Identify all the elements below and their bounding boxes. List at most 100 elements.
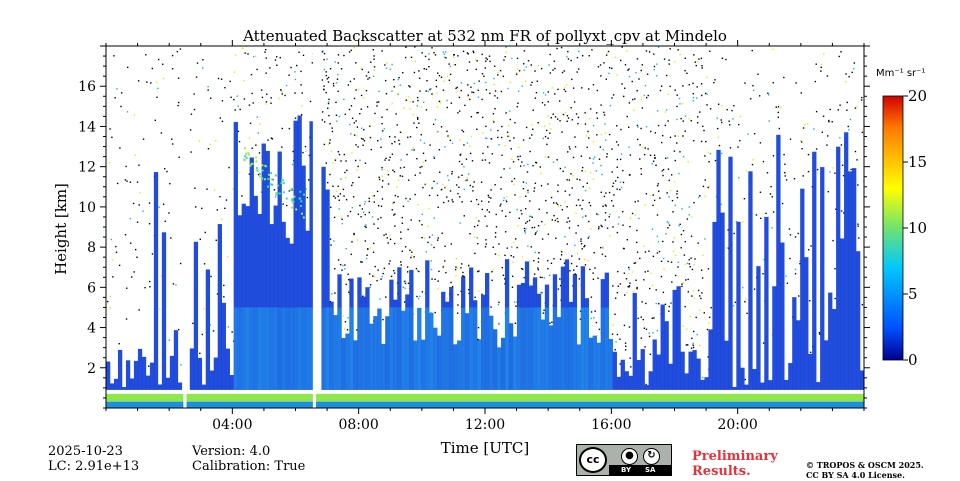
heatmap-cell <box>836 146 841 390</box>
heatmap-cell <box>381 50 383 52</box>
heatmap-cell <box>331 293 333 295</box>
heatmap-cell <box>393 214 395 216</box>
heatmap-cell <box>552 113 554 115</box>
heatmap-cell <box>771 196 773 198</box>
heatmap-cell <box>463 166 465 168</box>
heatmap-cell <box>733 232 735 235</box>
heatmap-cell <box>518 146 520 148</box>
heatmap-cell <box>549 322 551 324</box>
heatmap-cell <box>667 260 669 263</box>
plot-area <box>106 46 864 408</box>
heatmap-cell <box>251 147 253 149</box>
heatmap-cell <box>540 67 543 70</box>
heatmap-cell <box>473 236 476 238</box>
heatmap-cell <box>681 285 683 288</box>
heatmap-cell <box>345 333 350 390</box>
heatmap-cell <box>406 271 409 273</box>
heatmap-cell <box>416 96 419 99</box>
heatmap-cell <box>807 153 810 156</box>
heatmap-cell <box>846 101 848 104</box>
heatmap-cell <box>427 225 429 228</box>
heatmap-cell <box>478 220 480 222</box>
heatmap-cell <box>372 195 374 197</box>
cc-license-badge: cc ● ↻ BY SA <box>576 444 672 476</box>
heatmap-cell <box>764 216 769 390</box>
heatmap-cell <box>439 171 441 173</box>
heatmap-cell <box>271 183 274 186</box>
heatmap-cell <box>394 141 396 143</box>
heatmap-cell <box>503 197 505 199</box>
heatmap-cell <box>511 246 513 248</box>
heatmap-cell <box>592 141 595 143</box>
heatmap-cell <box>691 215 693 218</box>
heatmap-cell <box>373 195 375 197</box>
heatmap-cell <box>553 202 555 204</box>
heatmap-cell <box>457 340 462 390</box>
heatmap-cell <box>732 386 737 390</box>
heatmap-cell <box>351 152 353 154</box>
heatmap-cell <box>537 65 540 67</box>
heatmap-cell <box>676 193 678 195</box>
heatmap-cell <box>445 271 447 274</box>
heatmap-cell <box>457 267 459 270</box>
heatmap-cell <box>631 212 634 215</box>
heatmap-cell <box>327 181 329 184</box>
heatmap-cell <box>600 224 602 227</box>
heatmap-cell <box>744 378 747 381</box>
heatmap-cell <box>512 336 518 390</box>
heatmap-cell <box>640 167 642 170</box>
heatmap-cell <box>652 339 657 390</box>
heatmap-cell <box>692 342 694 345</box>
heatmap-cell <box>642 146 644 148</box>
heatmap-cell <box>446 75 449 78</box>
heatmap-cell <box>308 179 310 181</box>
heatmap-cell <box>485 239 487 241</box>
heatmap-cell <box>323 143 326 146</box>
heatmap-cell <box>285 197 288 200</box>
heatmap-cell <box>548 274 551 277</box>
heatmap-cell <box>550 128 552 130</box>
heatmap-cell <box>268 173 271 176</box>
heatmap-cell <box>441 232 443 234</box>
heatmap-cell <box>323 68 326 71</box>
heatmap-cell <box>679 53 681 56</box>
heatmap-cell <box>688 351 693 390</box>
heatmap-cell <box>494 232 497 234</box>
heatmap-cell <box>662 257 665 260</box>
heatmap-cell <box>666 221 668 223</box>
heatmap-cell <box>602 148 605 151</box>
heatmap-cell <box>772 155 775 157</box>
heatmap-cell <box>628 326 631 328</box>
heatmap-cell <box>473 51 475 54</box>
heatmap-cell <box>533 187 536 189</box>
heatmap-cell <box>477 203 480 206</box>
heatmap-cell <box>656 185 659 187</box>
heatmap-cell <box>748 171 753 390</box>
heatmap-cell <box>397 267 402 390</box>
heatmap-cell <box>844 132 849 390</box>
heatmap-cell <box>327 101 330 103</box>
heatmap-cell <box>134 248 137 251</box>
heatmap-cell <box>363 140 366 142</box>
heatmap-cell <box>662 240 664 243</box>
heatmap-cell <box>672 241 674 243</box>
heatmap-cell <box>700 57 703 60</box>
heatmap-cell <box>228 166 230 169</box>
heatmap-cell <box>401 310 406 390</box>
heatmap-cell <box>738 177 740 179</box>
heatmap-cell <box>138 164 140 166</box>
heatmap-cell <box>557 288 560 290</box>
heatmap-cell <box>701 94 703 97</box>
heatmap-cell <box>124 179 127 181</box>
heatmap-cell <box>277 184 280 187</box>
heatmap-cell <box>576 56 579 59</box>
heatmap-cell <box>618 216 620 218</box>
heatmap-cell <box>570 173 572 175</box>
heatmap-cell <box>856 251 861 390</box>
heatmap-cell <box>428 236 431 238</box>
heatmap-cell <box>840 144 843 146</box>
heatmap-cell <box>575 113 578 115</box>
heatmap-cell <box>663 58 666 60</box>
heatmap-cell <box>636 124 639 127</box>
heatmap-cell <box>485 60 487 62</box>
